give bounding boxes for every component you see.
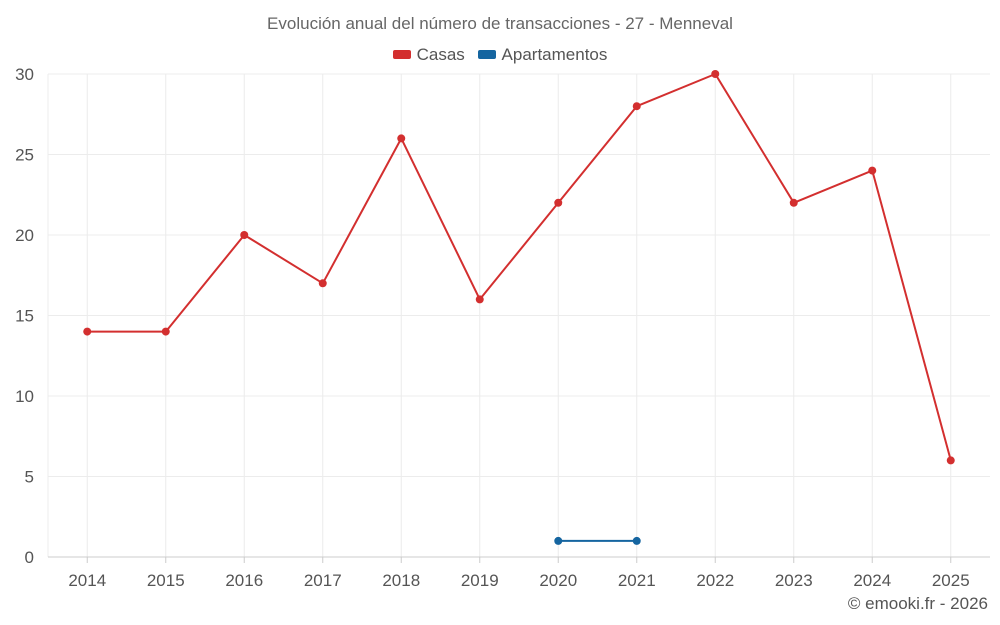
x-tick-label: 2024 [853, 571, 891, 590]
chart-title: Evolución anual del número de transaccio… [267, 14, 733, 33]
data-point-casas [240, 231, 249, 239]
data-point-casas [397, 134, 406, 143]
y-tick-label: 10 [15, 387, 34, 406]
data-point-casas [789, 198, 798, 207]
y-tick-label: 25 [15, 146, 34, 165]
x-tick-label: 2018 [382, 571, 420, 590]
x-tick-label: 2016 [225, 571, 263, 590]
gridlines [47, 73, 990, 557]
y-tick-label: 0 [25, 548, 34, 567]
series-layer [83, 70, 955, 545]
y-tick-label: 15 [15, 307, 34, 326]
legend-item-apartamentos[interactable]: Apartamentos [477, 44, 608, 65]
data-point-apartamentos [632, 536, 641, 545]
data-point-casas [868, 166, 877, 175]
data-point-apartamentos [554, 536, 563, 545]
y-tick-label: 5 [25, 468, 34, 487]
data-point-casas [554, 198, 563, 207]
y-tick-label: 30 [15, 65, 34, 84]
legend-item-casas[interactable]: Casas [392, 44, 465, 65]
x-tick-label: 2019 [461, 571, 499, 590]
x-tick-label: 2015 [147, 571, 185, 590]
legend-swatch-apartamentos [477, 50, 496, 59]
data-point-casas [318, 279, 327, 288]
x-tick-label: 2017 [304, 571, 342, 590]
legend-label-apartamentos: Apartamentos [501, 44, 608, 64]
x-tick-label: 2020 [539, 571, 577, 590]
credit-text: © emooki.fr - 2026 [847, 594, 988, 613]
x-tick-label: 2025 [932, 571, 970, 590]
legend-label-casas: Casas [416, 44, 465, 64]
series-line-casas [87, 73, 952, 461]
x-tick-label: 2022 [696, 571, 734, 590]
data-point-casas [475, 295, 484, 304]
y-tick-label: 20 [15, 226, 34, 245]
data-point-casas [946, 456, 955, 465]
legend-swatch-casas [392, 50, 411, 59]
x-tick-label: 2023 [775, 571, 813, 590]
x-tick-label: 2014 [68, 571, 106, 590]
data-point-casas [161, 327, 170, 336]
legend: Casas Apartamentos [0, 44, 1000, 65]
data-point-casas [632, 102, 641, 111]
x-tick-label: 2021 [618, 571, 656, 590]
data-point-casas [83, 327, 92, 336]
data-point-casas [711, 70, 720, 78]
